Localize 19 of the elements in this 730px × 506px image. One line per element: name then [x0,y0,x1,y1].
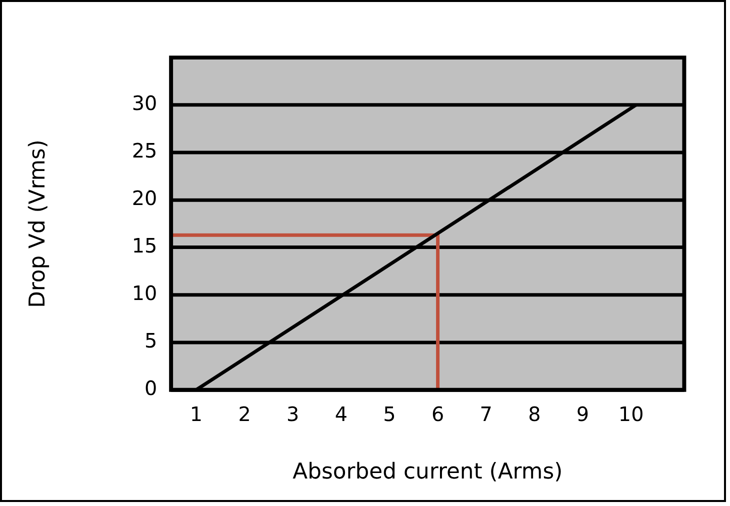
y-tick-label: 0 [144,377,158,400]
x-tick-label: 1 [190,402,203,426]
y-tick-label: 5 [144,330,158,353]
y-tick-label: 15 [132,234,158,258]
x-tick-label: 10 [618,402,644,426]
x-tick-label: 2 [238,402,251,426]
x-tick-label: 8 [528,402,541,426]
y-axis-title: Drop Vd (Vrms) [26,140,51,308]
x-tick-label: 7 [480,402,492,426]
y-tick-label: 25 [132,140,158,163]
x-tick-label: 4 [334,402,348,426]
y-tick-label: 10 [132,282,158,306]
x-axis-title: Absorbed current (Arms) [292,460,563,485]
x-tick-label: 9 [576,402,590,426]
x-tick-label: 5 [383,402,396,426]
x-tick-label: 6 [431,402,444,426]
y-tick-label: 30 [132,92,158,116]
x-tick-label: 3 [286,402,300,426]
y-tick-label: 20 [132,187,158,210]
